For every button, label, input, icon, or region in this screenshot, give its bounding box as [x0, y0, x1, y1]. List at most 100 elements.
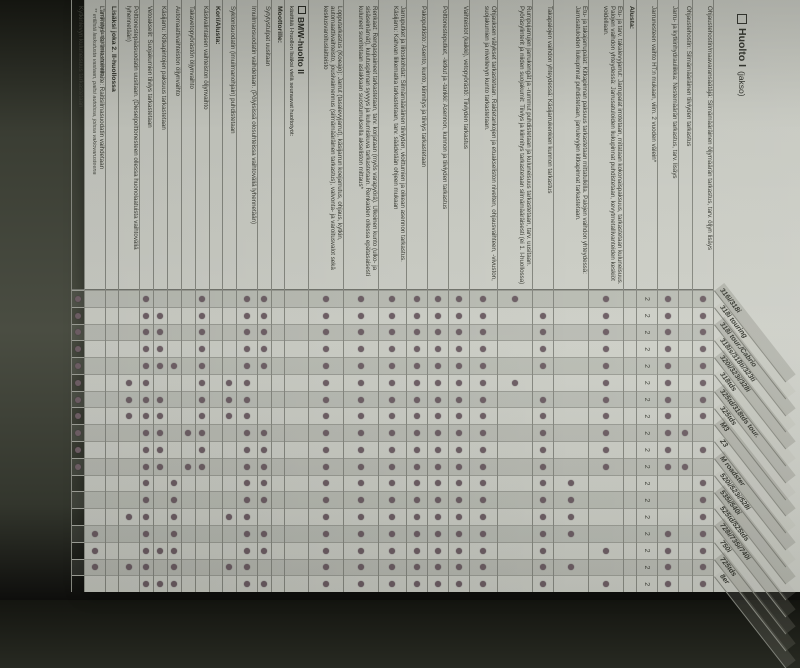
- matrix-cell: [344, 373, 378, 391]
- service-dot-icon: [226, 564, 233, 571]
- matrix-cell: [72, 390, 84, 408]
- matrix-cell: [344, 508, 378, 525]
- matrix-cell: [658, 340, 678, 358]
- matrix-cell: [449, 390, 469, 408]
- task-row: Etu- ja takajarrupalat: Kitkapinnan paks…: [554, 0, 589, 592]
- matrix-cell: [140, 457, 153, 475]
- matrix-cell: [679, 441, 692, 458]
- matrix-cell: [272, 524, 284, 542]
- matrix-cell: [223, 290, 236, 307]
- task-label: Ohjauksen välykset tarkastetaan. Raideta…: [483, 6, 497, 281]
- matrix-cell: [589, 558, 623, 576]
- service-dot-icon: [389, 329, 396, 336]
- matrix-cell: [533, 541, 553, 559]
- service-dot-icon: [414, 295, 420, 302]
- interval-2: 2: [643, 531, 651, 536]
- group-header: Lisäksi joka 2. II-huollossa: [110, 6, 117, 92]
- matrix-cell: [449, 424, 469, 442]
- service-dot-icon: [540, 396, 546, 403]
- service-dot-icon: [323, 363, 329, 370]
- matrix-cell: [196, 373, 209, 391]
- service-dot-icon: [700, 396, 706, 403]
- matrix-cell: [309, 558, 343, 576]
- task-label: Ohjaustehostin: Silmämääräinen tiiviyden…: [685, 6, 692, 147]
- matrix-cell: [344, 357, 378, 374]
- matrix-cell: [309, 491, 343, 509]
- service-dot-icon: [143, 480, 150, 487]
- matrix-cell: [428, 357, 448, 374]
- matrix-cell: 2: [637, 306, 657, 324]
- matrix-cell: [154, 575, 167, 592]
- service-dot-icon: [700, 379, 706, 386]
- matrix-cell: [72, 457, 84, 475]
- matrix-cell: [85, 390, 105, 408]
- matrix-cell: [309, 407, 343, 425]
- matrix-cell: [196, 575, 209, 592]
- service-dot-icon: [700, 480, 706, 487]
- matrix-cell: [210, 357, 222, 374]
- footnote: * erillistä laskutusta vastaan: [99, 8, 105, 76]
- matrix-cell: [679, 491, 692, 509]
- matrix-cell: [379, 558, 406, 576]
- matrix-cell: [272, 508, 284, 525]
- matrix-cell: [285, 541, 308, 559]
- service-dot-icon: [143, 463, 150, 470]
- matrix-cell: [498, 340, 532, 358]
- matrix-cell: [168, 541, 181, 559]
- matrix-cell: [285, 306, 308, 324]
- matrix-cell: [554, 575, 588, 592]
- matrix-cell: [210, 441, 222, 458]
- matrix-cell: [624, 390, 636, 408]
- matrix-cell: [272, 290, 284, 307]
- matrix-cell: [533, 457, 553, 475]
- matrix-cell: [168, 340, 181, 358]
- matrix-cell: [470, 407, 497, 425]
- matrix-cell: [72, 508, 84, 525]
- matrix-cell: [554, 491, 588, 509]
- matrix-cell: [196, 340, 209, 358]
- service-dot-icon: [540, 430, 546, 437]
- task-label: Takavetopyörästön öljynvaihto: [188, 6, 195, 89]
- matrix-cell: [182, 558, 195, 576]
- matrix-cell: [182, 290, 195, 307]
- matrix-cell: 2: [637, 541, 657, 559]
- service-dot-icon: [358, 497, 364, 504]
- matrix-cell: [554, 407, 588, 425]
- service-dot-icon: [512, 379, 518, 386]
- matrix-cell: [196, 508, 209, 525]
- matrix-cell: [658, 491, 678, 509]
- matrix-cell: [693, 373, 713, 391]
- matrix-cell: [237, 524, 257, 542]
- service-dot-icon: [480, 430, 487, 437]
- service-dot-icon: [226, 413, 233, 420]
- matrix-cell: [85, 323, 105, 341]
- service-dot-icon: [414, 581, 420, 588]
- matrix-cell: [182, 508, 195, 525]
- matrix-cell: [237, 474, 257, 492]
- matrix-cell: [237, 558, 257, 576]
- interval-2: 2: [643, 548, 651, 553]
- matrix-cell: [258, 474, 271, 492]
- matrix-cell: [119, 474, 139, 492]
- matrix-cell: [196, 424, 209, 442]
- matrix-cell: [693, 390, 713, 408]
- matrix-cell: [658, 306, 678, 324]
- task-label: Vaihteistot (kaikki), vetopyörästö: Tiiv…: [462, 6, 469, 149]
- matrix-cell: [140, 407, 153, 425]
- matrix-cell: [223, 340, 236, 358]
- matrix-cell: [72, 290, 84, 307]
- matrix-cell: [182, 441, 195, 458]
- matrix-cell: [72, 424, 84, 442]
- matrix-cell: [210, 575, 222, 592]
- matrix-cell: [658, 424, 678, 442]
- matrix-cell: [106, 373, 118, 391]
- matrix-cell: [210, 340, 222, 358]
- matrix-cell: [407, 306, 427, 324]
- footnote: ** erillistä laskutusta vastaan, paitsi …: [90, 8, 97, 175]
- service-dot-icon: [435, 564, 441, 571]
- service-dot-icon: [480, 514, 487, 521]
- matrix-cell: [344, 441, 378, 458]
- matrix-cell: [679, 508, 692, 525]
- matrix-cell: [210, 457, 222, 475]
- service-dot-icon: [323, 463, 329, 470]
